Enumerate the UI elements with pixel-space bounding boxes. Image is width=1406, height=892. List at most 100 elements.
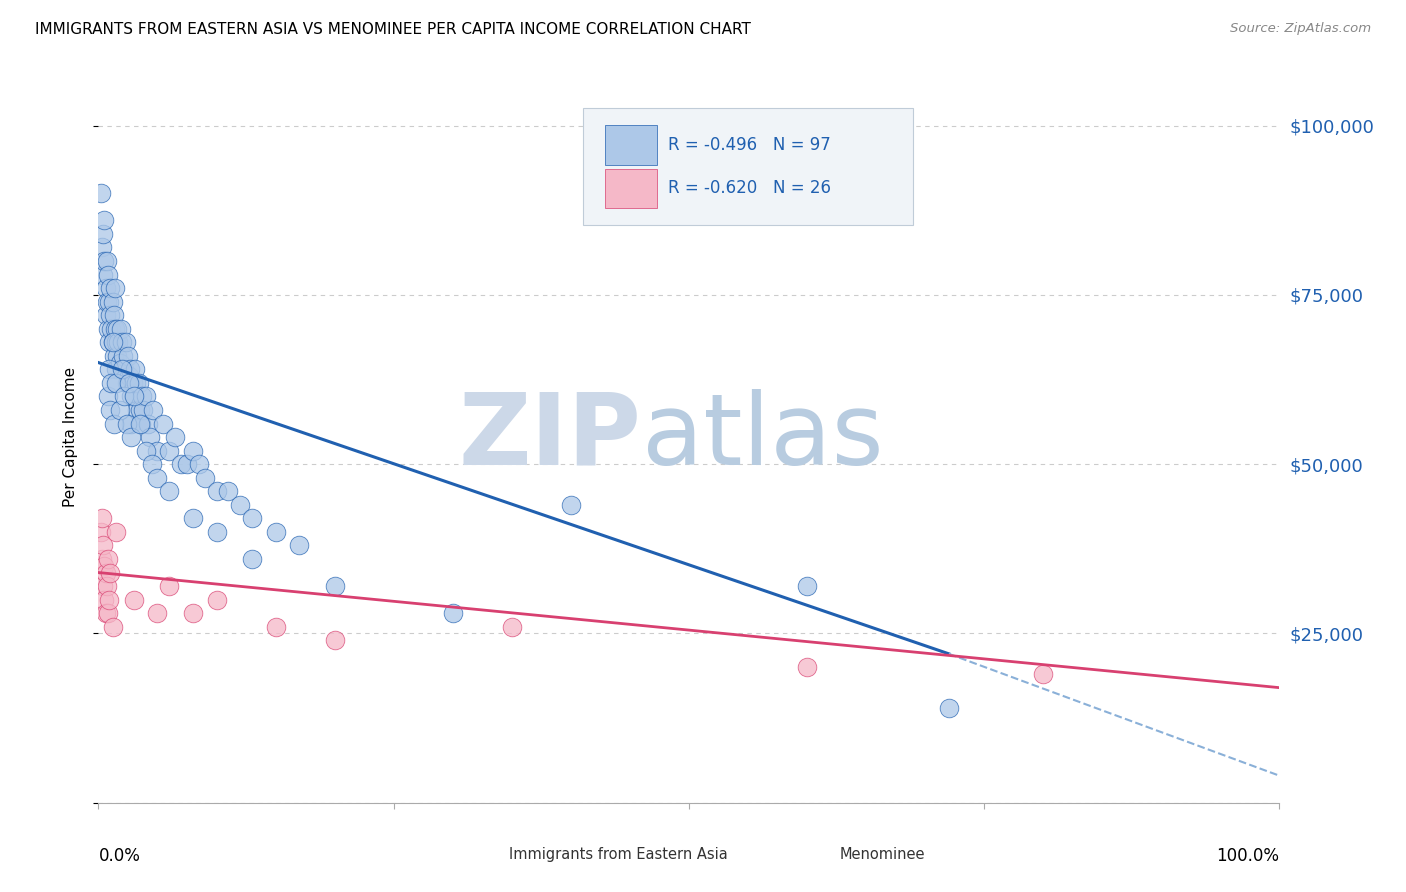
Point xyxy=(122,592,145,607)
Point xyxy=(105,322,128,336)
Point xyxy=(101,335,124,350)
Point xyxy=(131,389,153,403)
Point xyxy=(181,606,204,620)
Point xyxy=(229,498,252,512)
Point xyxy=(114,335,136,350)
Point xyxy=(90,524,112,539)
Point xyxy=(98,308,121,322)
Point xyxy=(157,579,180,593)
Point xyxy=(105,349,128,363)
Point xyxy=(796,660,818,674)
Point xyxy=(165,430,187,444)
Point xyxy=(146,471,169,485)
Point xyxy=(98,566,121,580)
Point xyxy=(111,362,134,376)
Point xyxy=(128,376,150,390)
Text: R = -0.620   N = 26: R = -0.620 N = 26 xyxy=(668,179,831,197)
Point xyxy=(152,417,174,431)
Point xyxy=(105,335,128,350)
Point xyxy=(105,376,128,390)
Point xyxy=(103,417,125,431)
Point xyxy=(122,389,145,403)
Point xyxy=(141,457,163,471)
Point xyxy=(98,592,121,607)
Point xyxy=(91,579,114,593)
Point xyxy=(205,484,228,499)
Point xyxy=(101,335,124,350)
Point xyxy=(112,389,135,403)
FancyBboxPatch shape xyxy=(605,169,657,208)
Point xyxy=(91,538,114,552)
Point xyxy=(94,606,117,620)
Point xyxy=(100,322,122,336)
Point xyxy=(288,538,311,552)
Point xyxy=(205,592,228,607)
Point xyxy=(94,281,117,295)
Point xyxy=(96,294,118,309)
Point xyxy=(100,376,122,390)
Point xyxy=(240,511,263,525)
Point xyxy=(93,213,115,227)
Text: Source: ZipAtlas.com: Source: ZipAtlas.com xyxy=(1230,22,1371,36)
Point xyxy=(115,376,138,390)
Point xyxy=(97,606,120,620)
Point xyxy=(115,417,138,431)
Point xyxy=(117,349,139,363)
Point xyxy=(1032,667,1054,681)
FancyBboxPatch shape xyxy=(804,841,835,866)
Point xyxy=(104,322,127,336)
Text: atlas: atlas xyxy=(641,389,883,485)
Point xyxy=(98,335,121,350)
Point xyxy=(117,376,139,390)
Point xyxy=(124,362,146,376)
Point xyxy=(94,566,117,580)
Point xyxy=(94,308,117,322)
Point xyxy=(205,524,228,539)
Point xyxy=(97,552,120,566)
Point xyxy=(157,443,180,458)
Point xyxy=(194,471,217,485)
Point xyxy=(264,620,287,634)
Point xyxy=(104,281,127,295)
Point xyxy=(103,349,125,363)
Text: R = -0.496   N = 97: R = -0.496 N = 97 xyxy=(668,136,831,154)
Point xyxy=(217,484,239,499)
Point xyxy=(101,620,124,634)
Point xyxy=(441,606,464,620)
Point xyxy=(142,403,165,417)
Point xyxy=(121,389,143,403)
Point xyxy=(118,376,141,390)
Point xyxy=(128,403,150,417)
Point xyxy=(105,362,128,376)
Point xyxy=(91,240,114,254)
Point xyxy=(97,322,120,336)
Point xyxy=(110,322,132,336)
Point xyxy=(121,430,143,444)
Point xyxy=(240,552,263,566)
Point xyxy=(176,457,198,471)
Point xyxy=(97,389,120,403)
Text: 100.0%: 100.0% xyxy=(1216,847,1279,864)
Point xyxy=(105,524,128,539)
Point xyxy=(118,369,141,384)
Point xyxy=(264,524,287,539)
Point xyxy=(181,443,204,458)
Point xyxy=(501,620,523,634)
Text: Menominee: Menominee xyxy=(841,847,925,862)
Point xyxy=(560,498,582,512)
Point xyxy=(91,552,114,566)
Point xyxy=(323,579,346,593)
Point xyxy=(96,254,118,268)
Point xyxy=(108,403,131,417)
Point xyxy=(157,484,180,499)
Text: ZIP: ZIP xyxy=(458,389,641,485)
Point xyxy=(93,254,115,268)
Point xyxy=(128,417,150,431)
Text: Immigrants from Eastern Asia: Immigrants from Eastern Asia xyxy=(509,847,728,862)
FancyBboxPatch shape xyxy=(474,841,505,866)
Point xyxy=(135,443,157,458)
Point xyxy=(122,389,145,403)
Point xyxy=(121,376,143,390)
Point xyxy=(139,430,162,444)
Point xyxy=(112,349,135,363)
